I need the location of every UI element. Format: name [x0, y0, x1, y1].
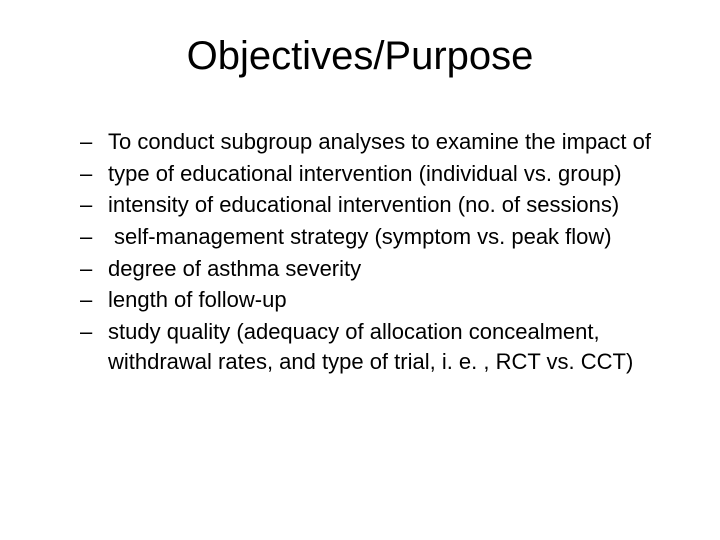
bullet-text: length of follow-up: [108, 287, 287, 312]
slide-container: Objectives/Purpose To conduct subgroup a…: [0, 0, 720, 540]
bullet-list: To conduct subgroup analyses to examine …: [50, 127, 670, 377]
bullet-item: study quality (adequacy of allocation co…: [80, 317, 670, 376]
bullet-text: To conduct subgroup analyses to examine …: [108, 129, 651, 154]
bullet-item: intensity of educational intervention (n…: [80, 190, 670, 220]
slide-title: Objectives/Purpose: [50, 34, 670, 79]
bullet-text: type of educational intervention (indivi…: [108, 161, 622, 186]
bullet-text: study quality (adequacy of allocation co…: [108, 319, 633, 374]
bullet-item: self-management strategy (symptom vs. pe…: [80, 222, 670, 252]
bullet-item: length of follow-up: [80, 285, 670, 315]
bullet-text: degree of asthma severity: [108, 256, 361, 281]
bullet-text: intensity of educational intervention (n…: [108, 192, 619, 217]
bullet-text: self-management strategy (symptom vs. pe…: [114, 224, 612, 249]
bullet-item: type of educational intervention (indivi…: [80, 159, 670, 189]
bullet-item: degree of asthma severity: [80, 254, 670, 284]
bullet-item: To conduct subgroup analyses to examine …: [80, 127, 670, 157]
